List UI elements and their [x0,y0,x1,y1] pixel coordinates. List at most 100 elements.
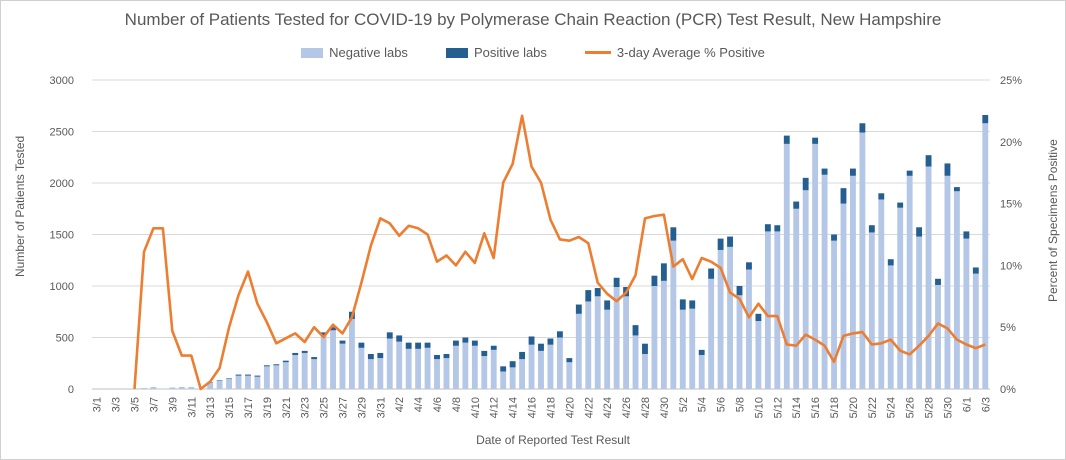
bar-negative [831,240,837,389]
bar-positive [226,378,232,379]
bar-positive [878,193,885,200]
bar-positive [452,340,459,346]
bar-positive [812,137,819,144]
bar-negative [349,318,355,389]
bar-positive [897,202,904,208]
x-tick-label: 6/3 [980,397,992,412]
bar-negative [774,231,781,389]
bar-positive [613,277,620,288]
bar-positive [963,231,970,239]
x-tick-label: 4/12 [489,397,501,418]
bar-negative [358,347,365,389]
x-tick-label: 4/20 [564,397,576,418]
bar-negative [632,335,639,389]
bar-negative [679,309,686,389]
y-tick-label: 1000 [50,281,74,293]
y2-tick-label: 25% [1000,75,1022,87]
bar-negative [169,387,176,389]
bar-negative [320,335,327,389]
bar-negative [452,345,459,389]
bar-negative [207,382,214,389]
x-tick-label: 4/26 [621,397,633,418]
bar-positive [471,340,478,346]
bar-positive [405,342,412,349]
bar-negative [623,296,630,389]
legend-item-average: 3-day Average % Positive [584,45,765,60]
bar-negative [868,232,875,389]
x-tick-label: 5/20 [848,397,860,418]
x-tick-label: 3/25 [319,397,331,418]
x-tick-label: 4/22 [583,397,595,418]
legend-swatch-negative [301,47,324,58]
bar-negative [538,350,544,389]
bar-positive [916,227,923,237]
x-tick-label: 3/9 [167,397,179,412]
bar-positive [689,300,696,309]
bar-negative [434,359,440,389]
bar-negative [301,352,308,389]
chart-legend: Negative labs Positive labs 3-day Averag… [0,45,1066,60]
x-tick-label: 4/28 [640,397,652,418]
bar-negative [736,295,743,389]
bar-positive [566,358,573,363]
bar-positive [301,350,308,353]
bar-positive [793,201,800,209]
bar-negative [575,313,582,389]
bar-negative [150,386,157,389]
bar-negative [746,269,752,389]
bar-negative [859,132,866,389]
legend-label-positive: Positive labs [473,45,547,60]
bar-positive [717,238,724,250]
bar-positive [330,327,336,331]
bar-negative [972,273,979,389]
bar-positive [642,343,648,354]
bar-positive [462,337,469,343]
x-tick-label: 5/22 [867,397,879,418]
bar-positive [746,262,752,270]
bar-positive [500,366,507,372]
bar-negative [727,246,733,389]
y-axis-label-left: Number of Patients Tested [13,135,27,277]
x-tick-label: 4/10 [470,397,482,418]
bar-positive [774,225,781,232]
bar-positive [868,225,875,233]
bar-positive [519,351,526,360]
y2-tick-label: 0% [1000,384,1016,396]
bar-negative [254,376,261,389]
bar-negative [793,208,800,389]
bar-positive [434,355,440,360]
bar-negative [424,347,431,389]
bar-positive [727,236,733,247]
bar-positive [953,187,960,192]
x-tick-label: 4/8 [451,397,463,412]
x-tick-label: 5/30 [942,397,954,418]
bar-positive [850,168,856,176]
bar-negative [367,359,374,389]
bar-negative [670,240,677,389]
bar-positive [585,290,592,302]
x-tick-label: 5/2 [678,397,690,412]
y-tick-label: 0 [68,384,74,396]
bar-positive [604,300,611,310]
bar-negative [821,174,828,389]
bar-negative [764,231,771,389]
bar-negative [802,190,809,389]
bar-positive [415,342,422,349]
bar-negative [509,367,516,389]
y-tick-label: 2000 [50,178,74,190]
bar-negative [783,143,790,389]
x-tick-label: 3/13 [205,397,217,418]
bar-negative [953,191,960,389]
bar-positive [736,286,743,296]
bar-positive [443,353,450,359]
bar-positive [698,349,705,356]
bar-positive [396,335,403,342]
bar-negative [840,203,847,389]
bar-negative [377,358,384,389]
bar-negative [698,355,705,389]
bar-negative [481,356,488,389]
bar-positive [840,188,847,204]
x-tick-label: 3/3 [111,397,123,412]
bar-negative [878,199,885,389]
